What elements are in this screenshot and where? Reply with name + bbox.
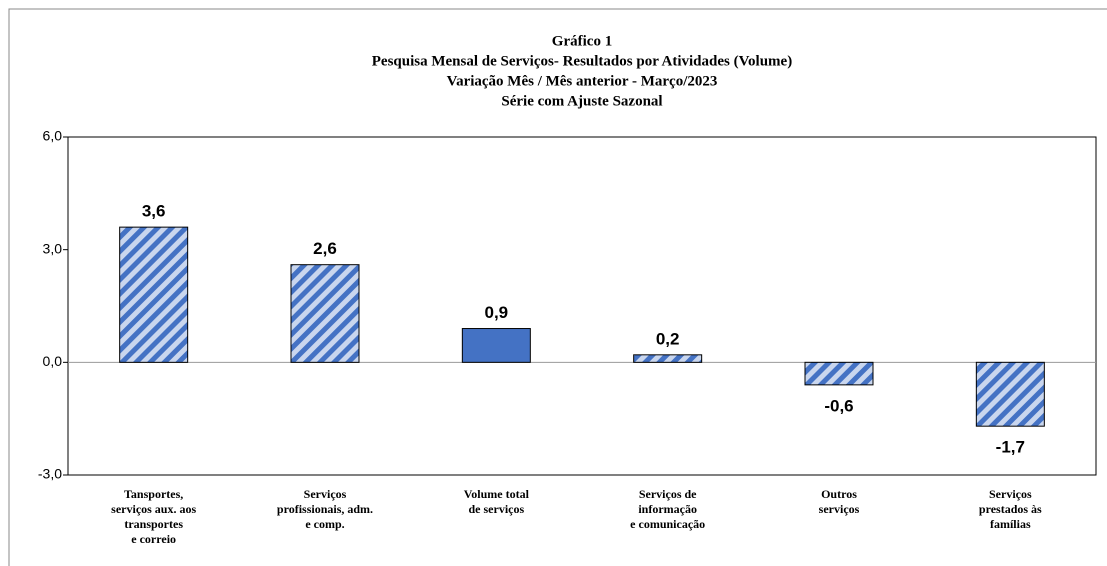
chart-subtitle: Pesquisa Mensal de Serviços- Resultados … (372, 53, 792, 69)
value-label: -0,6 (824, 396, 853, 415)
y-tick-label: -3,0 (38, 466, 62, 482)
x-tick-label: Serviços de informação e comunicação (630, 487, 705, 531)
frame (8, 8, 1107, 566)
value-label: 3,6 (142, 202, 166, 221)
y-tick-label: 3,0 (43, 240, 63, 256)
y-tick-label: 6,0 (43, 128, 63, 144)
bar (633, 354, 703, 363)
x-tick-label: Serviços profissionais, adm. e comp. (277, 487, 373, 531)
value-label: 0,9 (485, 303, 509, 322)
value-label: 2,6 (313, 239, 337, 258)
x-tick-label: Outros serviços (819, 487, 860, 516)
chart-subtitle: Variação Mês / Mês anterior - Março/2023 (447, 73, 718, 89)
value-label: 0,2 (656, 329, 680, 348)
bar (804, 361, 874, 386)
y-tick-label: 0,0 (43, 353, 63, 369)
bar (290, 264, 360, 363)
chart-title: Gráfico 1 (552, 33, 612, 49)
value-label: -1,7 (996, 438, 1025, 457)
bar (975, 361, 1045, 427)
bar (461, 328, 531, 363)
bar (119, 226, 189, 363)
x-tick-label: Volume total de serviços (464, 487, 530, 516)
x-tick-label: Serviços prestados às famílias (979, 487, 1042, 531)
plot-area (67, 136, 1097, 476)
chart-subtitle: Série com Ajuste Sazonal (501, 93, 662, 109)
x-tick-label: Tansportes, serviços aux. aos transportes e… (111, 487, 196, 546)
